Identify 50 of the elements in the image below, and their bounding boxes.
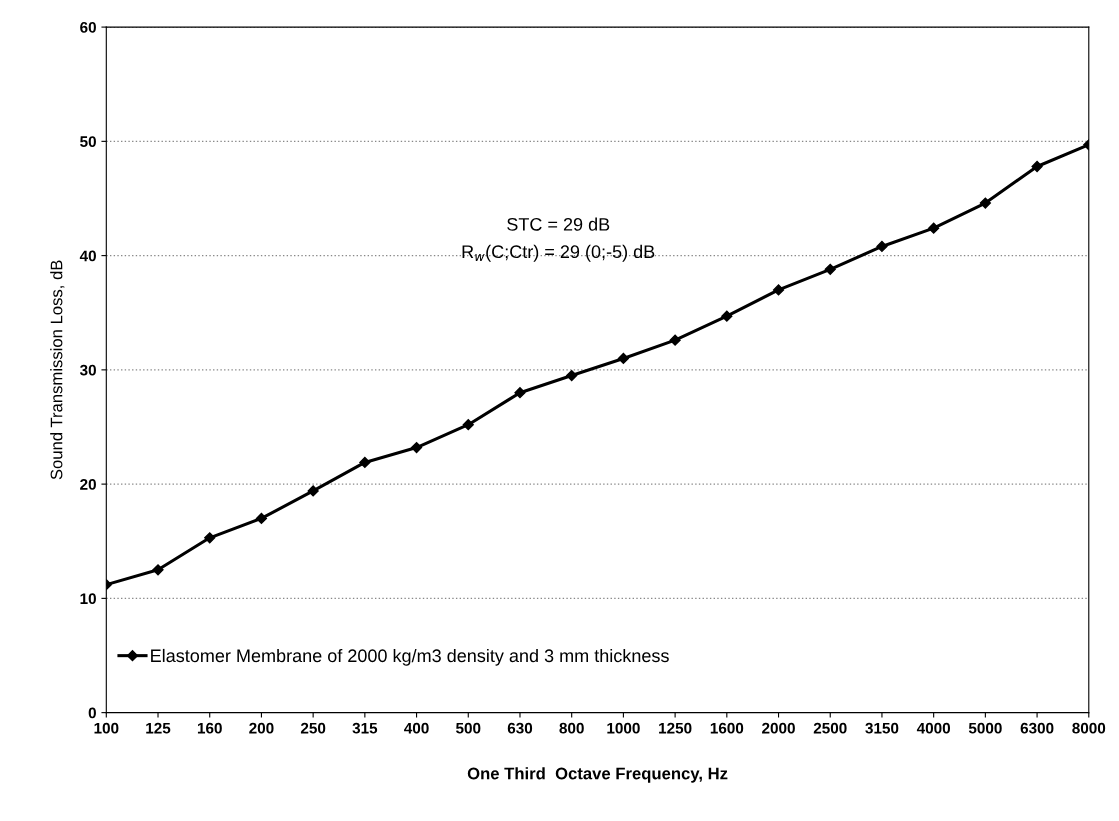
y-tick-label: 20 [80, 478, 96, 490]
x-tick-label: 160 [197, 722, 222, 734]
point [566, 369, 578, 382]
point [514, 387, 526, 399]
x-tick-label: 2000 [762, 722, 795, 734]
y-tick-label: 10 [80, 593, 96, 605]
point [307, 485, 319, 497]
x-tick-label: 500 [456, 722, 481, 734]
x-tick-label: 100 [94, 722, 119, 734]
y-tick-label: 0 [88, 707, 96, 719]
x-tick-label: 1600 [710, 722, 744, 734]
y-axis-title: Sound Transmission Loss, dB [50, 260, 65, 480]
x-axis-title: One Third Octave Frequency, Hz [467, 767, 728, 783]
x-tick-label: 1000 [607, 722, 640, 734]
x-tick-label: 1250 [659, 722, 692, 734]
x-tick-label: 6300 [1020, 722, 1054, 734]
point [824, 263, 836, 275]
point [462, 419, 474, 431]
y-tick-label: 50 [80, 136, 96, 148]
point [928, 222, 940, 234]
y-tick-label: 30 [79, 364, 96, 376]
x-tick-label: 200 [249, 722, 274, 734]
x-tick-label: 4000 [916, 722, 951, 734]
x-tick-label: 3150 [865, 722, 899, 734]
point [669, 334, 681, 346]
point [204, 532, 216, 544]
x-tick-label: 5000 [968, 722, 1002, 734]
annotation: STC = 29 dB [507, 217, 610, 231]
y-tick-label: 60 [80, 21, 96, 33]
x-tick-label: 400 [404, 722, 429, 734]
point [410, 441, 423, 454]
point [772, 284, 785, 296]
x-tick-label: 125 [146, 722, 171, 734]
x-tick-label: 315 [352, 722, 378, 734]
x-tick-label: 2500 [813, 722, 847, 734]
point [255, 512, 268, 524]
x-tick-label: 630 [507, 722, 533, 734]
point [721, 310, 733, 322]
x-tick-label: 800 [559, 722, 584, 734]
point [979, 197, 991, 209]
x-tick-label: 8000 [1072, 722, 1106, 734]
x-tick-label: 250 [300, 722, 326, 734]
point [617, 352, 630, 365]
annotation: R$_{w}$(C;Ctr) = 29 (0;-5) dB [462, 244, 655, 262]
legend-label: Elastomer Membrane of 2000 kg/m3 density and 3 mm thickness [151, 648, 669, 666]
point [876, 240, 888, 253]
point [152, 564, 164, 576]
point [1031, 160, 1043, 173]
point [359, 456, 371, 469]
y-tick-label: 40 [79, 250, 96, 262]
